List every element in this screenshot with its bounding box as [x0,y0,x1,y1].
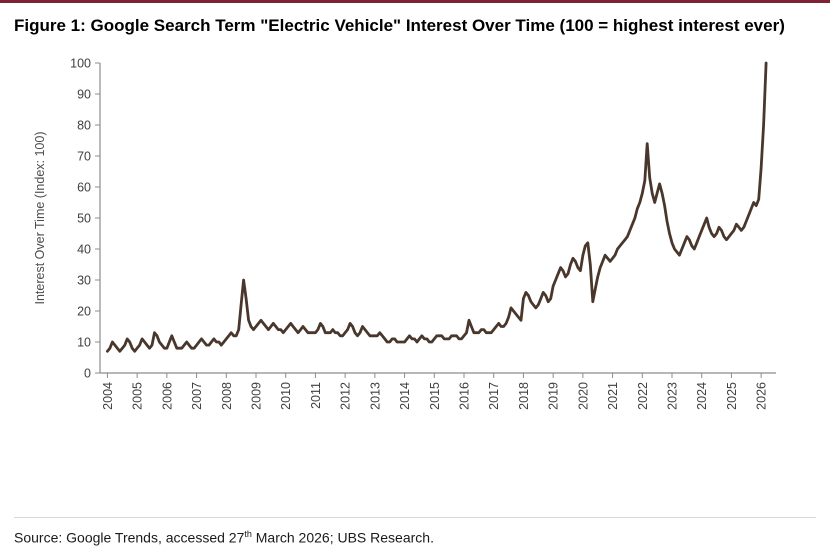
y-tick-label: 90 [77,87,91,101]
figure-title: Figure 1: Google Search Term "Electric V… [14,16,785,35]
x-tick-label: 2008 [220,381,234,409]
y-tick-label: 40 [77,242,91,256]
x-tick-label: 2011 [309,381,323,408]
trend-line [106,61,768,353]
x-tick-label: 2016 [458,381,472,409]
y-tick-label: 70 [77,149,91,163]
x-tick-label: 2006 [160,381,174,409]
y-tick-label: 50 [77,211,91,225]
x-tick-label: 2024 [695,381,709,409]
x-tick-label: 2010 [279,381,293,409]
x-tick-label: 2017 [487,381,501,409]
x-tick-label: 2013 [368,381,382,409]
x-tick-label: 2007 [190,381,204,409]
y-tick-label: 10 [77,335,91,349]
x-tick-label: 2021 [606,381,620,409]
y-tick-label: 80 [77,118,91,132]
source-text-prefix: Source: Google Trends, accessed 27 [14,530,245,546]
line-chart-svg: 0 10 20 30 40 50 60 70 80 90 100 2004 2005 2006 2007 20… [33,56,776,409]
x-tick-label: 2015 [428,381,442,409]
source-text-suffix: March 2026; UBS Research. [251,530,434,546]
source-superscript: th [244,529,252,540]
y-tick-label: 60 [77,180,91,194]
x-tick-label: 2020 [576,381,590,409]
x-tick-label: 2004 [101,381,115,409]
x-tick-label: 2014 [398,381,412,409]
y-tick-label: 30 [77,273,91,287]
x-tick-label: 2018 [517,381,531,409]
x-tick-label: 2026 [755,381,769,409]
source-note: Source: Google Trends, accessed 27th Mar… [14,517,816,546]
x-tick-label: 2023 [666,381,680,409]
y-tick-label: 0 [84,366,91,380]
y-tick-label: 100 [70,56,91,70]
y-tick-label: 20 [77,304,91,318]
x-tick-label: 2009 [250,381,264,409]
x-tick-label: 2025 [725,381,739,409]
chart: 0 10 20 30 40 50 60 70 80 90 100 2004 2005 2006 2007 20… [10,53,830,435]
x-tick-label: 2005 [131,381,145,409]
x-tick-label: 2012 [339,381,353,409]
top-accent-rule [0,0,830,3]
x-tick-label: 2022 [636,381,650,409]
y-axis-label: Interest Over Time (Index: 100) [33,131,47,304]
x-tick-label: 2019 [547,381,561,409]
